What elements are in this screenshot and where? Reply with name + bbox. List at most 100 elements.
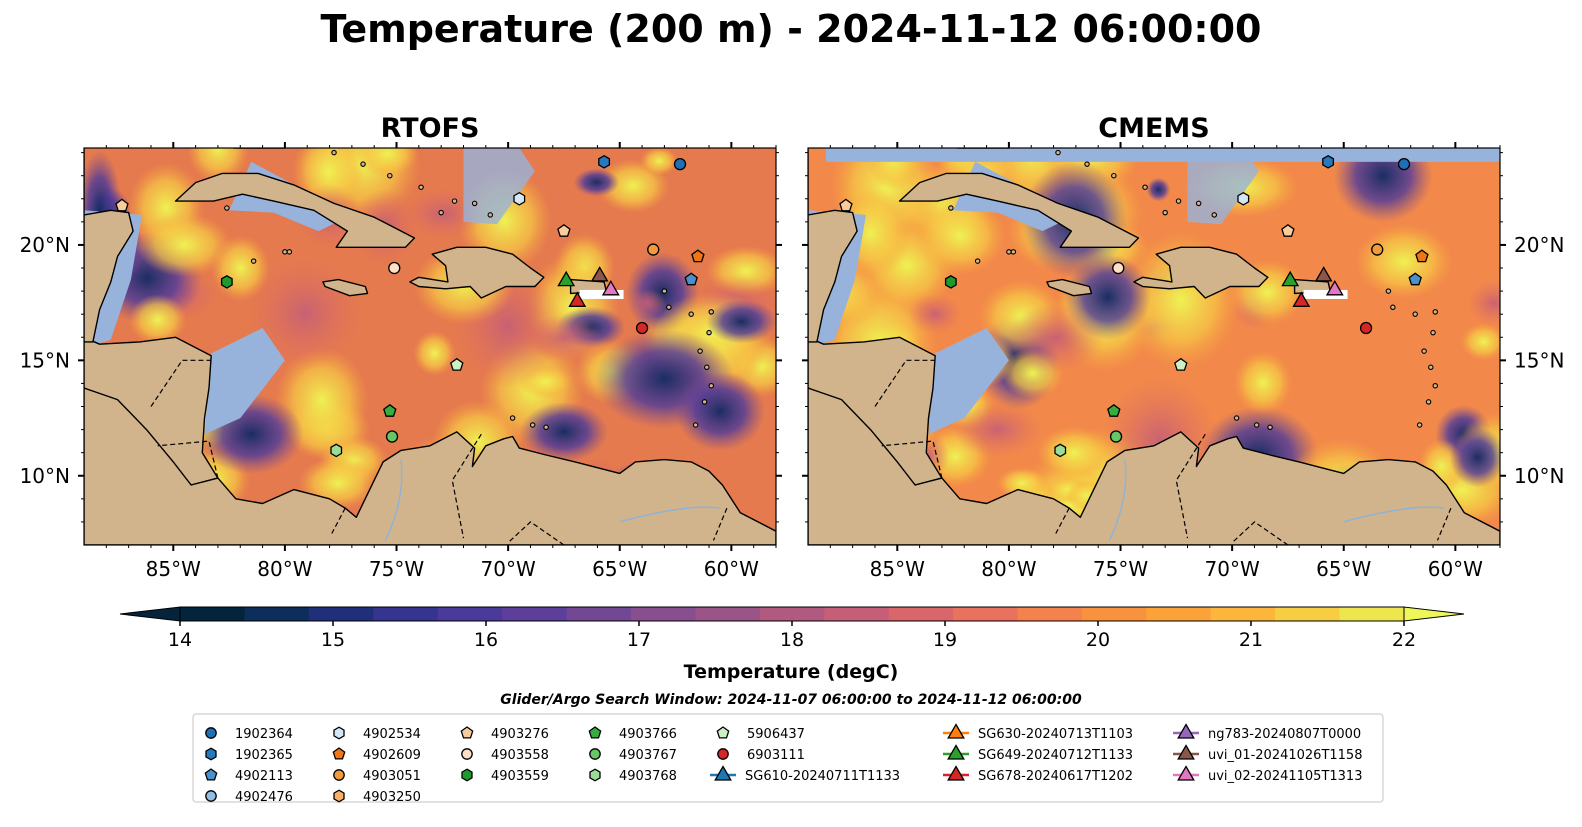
legend-label: uvi_02-20241105T1313	[1208, 769, 1362, 784]
country-border	[1175, 433, 1206, 539]
island	[286, 249, 293, 255]
colorbar-tick-label: 15	[321, 629, 345, 651]
temperature-eddy	[356, 148, 419, 177]
colorbar-swatch	[1339, 607, 1405, 621]
lat-tick-label: 20°N	[1514, 233, 1564, 257]
legend-label: SG678-20240617T1202	[978, 769, 1133, 784]
temperature-eddy	[675, 371, 766, 452]
island	[360, 161, 366, 167]
continental-shelf	[204, 328, 285, 435]
river	[1108, 459, 1127, 541]
island	[692, 422, 699, 428]
colorbar-swatch	[373, 607, 439, 621]
temperature-eddy	[519, 401, 608, 462]
temperature-eddy	[1146, 177, 1171, 202]
legend: 1902364 1902365 4902113 4902476 4902534 49026…	[192, 713, 1384, 805]
glider-marker	[568, 291, 587, 307]
island	[1267, 424, 1273, 431]
argo-float-marker	[115, 198, 129, 212]
temperature-eddy	[1006, 303, 1105, 373]
island	[708, 382, 715, 389]
panel-rtofs: RTOFS 85°W 80°W 75°W 70°W 65°W 60°W 20°N 15°N 10°…	[20, 113, 782, 581]
country-border	[507, 521, 565, 545]
temperature-eddy	[914, 195, 1006, 276]
argo-float-marker	[1397, 158, 1411, 171]
legend-label: 4902609	[363, 748, 421, 763]
legend-glider-marker	[1177, 723, 1195, 739]
legend-label: 4903276	[491, 727, 549, 742]
temperature-eddy	[1460, 323, 1500, 361]
temperature-eddy	[996, 467, 1047, 499]
legend-float-marker	[716, 726, 730, 739]
lon-tick-label: 65°W	[1316, 557, 1371, 581]
map-frame	[83, 147, 777, 546]
lat-tick-label: 10°N	[20, 464, 70, 488]
argo-float-marker	[1281, 224, 1295, 237]
colorbar-swatch	[1210, 607, 1276, 621]
island	[1432, 309, 1439, 315]
island	[1055, 149, 1061, 156]
legend-label: 4902113	[235, 769, 293, 784]
search-window-caption: Glider/Argo Search Window: 2024-11-07 06…	[500, 692, 1082, 708]
land-mass	[409, 246, 545, 299]
island	[331, 149, 337, 156]
island	[974, 258, 981, 264]
legend-glider-marker	[947, 765, 965, 781]
island	[1006, 249, 1012, 255]
argo-float-marker	[1371, 243, 1384, 256]
argo-float-marker	[598, 154, 611, 169]
legend-label: uvi_01-20241026T1158	[1208, 748, 1362, 763]
island	[1175, 198, 1182, 204]
land-mass	[1133, 246, 1269, 299]
colorbar-tick-label: 21	[1239, 629, 1263, 651]
island	[948, 205, 954, 211]
legend-float-marker	[204, 768, 218, 781]
island	[509, 415, 516, 421]
colorbar-swatch	[1146, 607, 1212, 621]
argo-float-marker	[1359, 321, 1373, 335]
island	[701, 399, 708, 405]
land-mass	[84, 148, 134, 343]
legend-label: 1902365	[235, 748, 293, 763]
colorbar-tick-label: 16	[474, 629, 498, 651]
lon-tick-label: 60°W	[1428, 557, 1483, 581]
legend-label: 4903558	[491, 748, 549, 763]
argo-float-marker	[647, 243, 660, 256]
temperature-eddy	[1036, 426, 1111, 480]
colorbar-swatch	[244, 607, 310, 621]
temperature-eddy	[128, 294, 187, 346]
map-body-rtofs	[84, 148, 776, 545]
legend-label: 4903766	[619, 727, 677, 742]
colorbar-extend-low	[119, 606, 181, 622]
colorbar-tick-label: 18	[780, 629, 804, 651]
island	[1416, 422, 1423, 428]
lon-tick-label: 85°W	[870, 557, 925, 581]
argo-float-marker	[450, 357, 464, 371]
island	[1233, 415, 1240, 421]
legend-glider-marker	[714, 765, 732, 781]
temperature-eddy	[525, 313, 602, 362]
country-border	[1055, 507, 1070, 534]
map-panels: RTOFS 85°W 80°W 75°W 70°W 65°W 60°W 20°N 15°N 10°…	[20, 113, 1565, 581]
colorbar-swatch	[1275, 607, 1341, 621]
lon-tick-label: 70°W	[481, 557, 536, 581]
legend-float-marker	[589, 768, 601, 782]
island	[1211, 212, 1218, 218]
argo-float-marker	[1322, 154, 1335, 169]
argo-float-marker	[385, 430, 399, 443]
land-mass	[84, 387, 776, 545]
island	[418, 184, 424, 190]
glider-marker	[1325, 280, 1344, 296]
legend-glider-marker	[1177, 765, 1195, 781]
country-border	[157, 440, 219, 479]
no-data-band	[825, 148, 1500, 162]
temperature-eddy	[136, 212, 233, 277]
country-border	[1436, 507, 1452, 541]
colorbar-swatch	[695, 607, 761, 621]
argo-float-marker	[635, 321, 649, 335]
argo-float-marker	[557, 224, 571, 237]
country-border	[150, 359, 214, 407]
lat-tick-label: 15°N	[1514, 348, 1564, 372]
colorbar-tick-label: 19	[933, 629, 957, 651]
argo-float-marker	[839, 198, 853, 212]
